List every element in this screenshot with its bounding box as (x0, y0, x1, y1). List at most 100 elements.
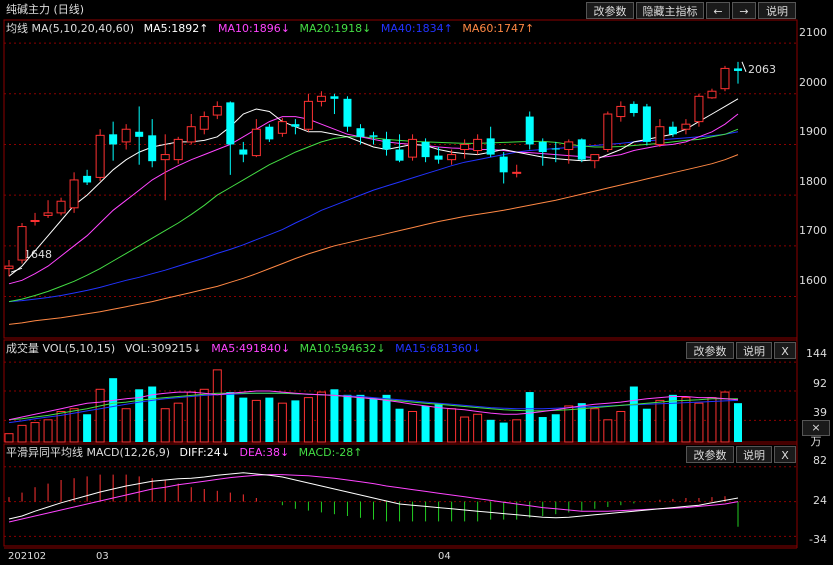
vol-label: 成交量 VOL(5,10,15) (6, 342, 116, 355)
candle-body (109, 134, 118, 145)
volume-bar (499, 422, 508, 442)
volume-bar (212, 369, 222, 443)
ma-label: 均线 MA(5,10,20,40,60) (6, 22, 135, 35)
ma40-line (8, 131, 739, 303)
candle-body (720, 67, 730, 90)
help-button[interactable]: 说明 (758, 2, 796, 19)
volume-bar (382, 394, 391, 442)
candle-body (43, 212, 53, 216)
candle-body (4, 265, 14, 270)
macd-ytick: -34 (809, 533, 827, 546)
candle-body (330, 96, 339, 99)
volume-legend: 成交量 VOL(5,10,15) VOL:309215↓ MA5:491840↓… (6, 342, 487, 356)
volume-bar (473, 413, 483, 443)
vol-ytick: 39 (813, 406, 827, 419)
vol-help-button[interactable]: 说明 (736, 342, 772, 359)
ma5-value: MA5:1892↑ (143, 22, 209, 35)
vol-ytick: 92 (813, 377, 827, 390)
volume-bar (447, 408, 457, 443)
ma10-value: MA10:1896↓ (218, 22, 290, 35)
x-label: 03 (96, 551, 109, 562)
candle-body (69, 179, 79, 209)
ma60-line (8, 154, 739, 325)
prev-arrow-button[interactable]: ← (706, 2, 730, 19)
x-label: 202102 (8, 551, 47, 562)
vol-params-button[interactable]: 改参数 (686, 342, 734, 359)
panel-frame (3, 443, 798, 547)
macd-ytick: 82 (813, 454, 827, 467)
candle-body (17, 226, 27, 261)
volume-bar (186, 391, 196, 443)
volume-bar (720, 391, 730, 443)
candle-body (564, 141, 574, 151)
volume-bar (707, 397, 717, 443)
volume-bar (356, 394, 365, 442)
volume-bar (17, 424, 27, 443)
candle-body (186, 126, 196, 143)
macd-close-button[interactable]: X (774, 446, 796, 463)
volume-bar (135, 389, 144, 442)
price-ytick: 1600 (799, 274, 827, 287)
price-ytick: 2100 (799, 26, 827, 39)
volume-bar (616, 410, 626, 443)
diff-line (8, 472, 739, 520)
volume-bar (734, 403, 742, 442)
next-arrow-button[interactable]: → (732, 2, 756, 19)
candle-body (148, 135, 157, 162)
volume-bar (173, 402, 183, 443)
ma60-value: MA60:1747↑ (462, 22, 535, 35)
params-button[interactable]: 改参数 (586, 2, 634, 19)
candle-body (239, 149, 248, 155)
high-pointer (741, 61, 747, 73)
candle-body (590, 154, 600, 162)
price-ytick: 1900 (799, 125, 827, 138)
volume-bar (369, 397, 378, 442)
volume-bar (109, 378, 118, 442)
candle-body (121, 128, 131, 143)
candle-body (629, 103, 638, 114)
candle-body (395, 149, 404, 161)
candle-body (551, 148, 560, 150)
candle-body (316, 95, 326, 102)
volume-bar (525, 392, 534, 442)
volume-bar (512, 419, 522, 443)
candle-body (291, 124, 300, 127)
volume-bar (251, 399, 261, 443)
vol-close-button[interactable]: X (774, 342, 796, 359)
candle-body (173, 138, 183, 161)
candle-body (486, 138, 495, 155)
candle-body (538, 141, 547, 153)
volume-bar (460, 416, 470, 443)
volume-bar (343, 394, 352, 442)
low-pointer (10, 267, 23, 273)
volume-bar (4, 433, 14, 443)
vol-ma5-value: MA5:491840↓ (211, 342, 291, 355)
macd-label: 平滑异同平均线 MACD(12,26,9) (6, 446, 171, 459)
ma40-value: MA40:1834↑ (380, 22, 453, 35)
x-label: 04 (438, 551, 451, 562)
volume-bar (121, 408, 131, 443)
hide-main-indicator-button[interactable]: 隐藏主指标 (636, 2, 704, 19)
candle-body (226, 102, 235, 145)
vol-ma15-value: MA15:681360↓ (395, 342, 482, 355)
dea-value: DEA:38↓ (239, 446, 290, 459)
vol-unit-button[interactable]: ×万 (802, 420, 830, 448)
volume-bar (655, 399, 665, 443)
vol-ma5-line (8, 390, 739, 421)
volume-bar (577, 403, 586, 442)
candle-body (512, 171, 522, 174)
price-ytick: 1800 (799, 175, 827, 188)
macd-params-button[interactable]: 改参数 (686, 446, 734, 463)
volume-bar (486, 419, 495, 442)
volume-bar (316, 391, 326, 443)
macd-help-button[interactable]: 说明 (736, 446, 772, 463)
volume-bar (160, 408, 170, 443)
price-ytick: 1700 (799, 224, 827, 237)
vol-ma10-value: MA10:594632↓ (299, 342, 386, 355)
candle-body (160, 154, 170, 161)
macd-legend: 平滑异同平均线 MACD(12,26,9) DIFF:24↓ DEA:38↓ M… (6, 446, 369, 460)
volume-bar (590, 408, 600, 443)
volume-bar (421, 405, 430, 442)
candle-body (447, 154, 457, 161)
